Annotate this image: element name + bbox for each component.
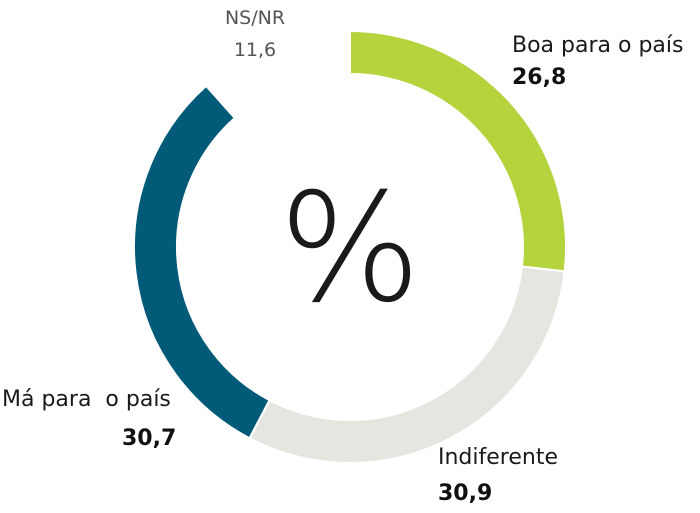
slice-label-ma: Má para o país <box>2 387 171 412</box>
arc-ma <box>133 84 271 440</box>
slice-label-nsnr: NS/NR <box>225 7 285 29</box>
arc-nsnr <box>204 29 351 120</box>
slice-value-boa: 26,8 <box>512 65 566 90</box>
slice-value-ma: 30,7 <box>122 426 176 451</box>
slice-label-indiferente: Indiferente <box>438 445 558 470</box>
slice-label-boa: Boa para o país <box>512 33 683 58</box>
slice-value-indiferente: 30,9 <box>438 481 492 506</box>
slice-value-nsnr: 11,6 <box>234 39 276 61</box>
donut-arcs <box>133 29 567 464</box>
center-percent-symbol: % <box>279 162 422 336</box>
